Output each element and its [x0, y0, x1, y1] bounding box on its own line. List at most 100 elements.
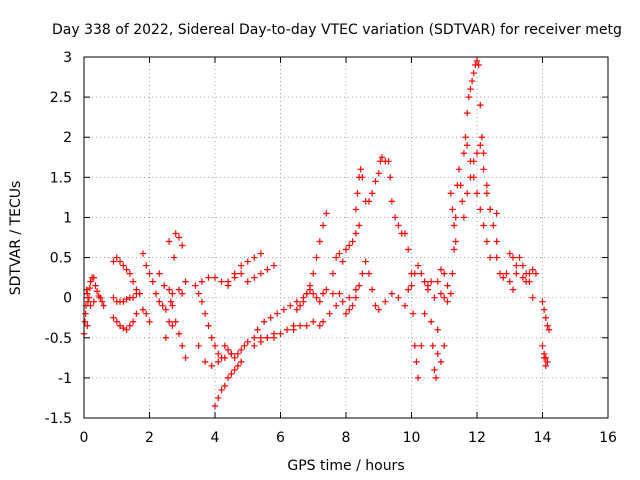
data-point [257, 270, 265, 277]
data-point [241, 342, 248, 349]
data-point [401, 302, 409, 309]
data-point [359, 174, 366, 181]
y-tick-label: 3 [63, 50, 72, 66]
data-point [179, 342, 186, 349]
data-point [110, 294, 117, 301]
data-point [378, 154, 386, 161]
data-point [205, 274, 212, 281]
data-point [418, 342, 425, 349]
data-point [81, 318, 89, 325]
data-point [459, 198, 466, 205]
data-point [290, 326, 297, 333]
data-point [257, 250, 265, 257]
data-point [421, 278, 428, 285]
data-point [228, 350, 235, 358]
data-point [529, 266, 536, 273]
data-point [349, 302, 356, 309]
y-tick-label: 2 [63, 130, 72, 146]
data-point [545, 326, 553, 333]
data-point [434, 278, 441, 285]
data-point [306, 286, 314, 293]
data-point [490, 222, 497, 229]
data-point [244, 278, 251, 285]
data-point [211, 274, 219, 281]
data-point [519, 274, 527, 281]
data-point [349, 238, 356, 245]
data-point [493, 254, 500, 261]
data-point [441, 294, 448, 301]
data-point [429, 342, 436, 349]
data-point [159, 302, 166, 309]
data-point [526, 270, 533, 277]
data-point [215, 358, 222, 366]
data-point [432, 374, 440, 382]
data-point [483, 190, 491, 197]
y-tick-label: 1 [63, 210, 72, 226]
data-point [500, 274, 507, 281]
data-point [465, 93, 473, 101]
data-point [519, 262, 527, 269]
data-point [542, 362, 549, 370]
data-point [346, 306, 353, 313]
data-point [92, 282, 99, 289]
data-point [251, 274, 258, 281]
data-point [95, 292, 102, 300]
data-point [293, 298, 301, 305]
data-point [234, 362, 242, 370]
data-point [405, 246, 412, 253]
data-point [413, 358, 420, 366]
data-point [382, 298, 389, 305]
data-point [493, 238, 500, 245]
data-point [172, 230, 179, 237]
data-point [110, 314, 117, 321]
data-point [87, 278, 94, 285]
data-point [427, 278, 435, 285]
data-point [540, 306, 548, 313]
data-point [506, 250, 513, 257]
data-point [169, 322, 176, 329]
data-point [449, 270, 456, 277]
data-point [336, 290, 343, 297]
data-point [457, 182, 464, 189]
y-tick-label: 1.5 [50, 170, 72, 186]
x-tick-label: 8 [342, 430, 351, 446]
data-point [172, 318, 179, 325]
data-point [352, 286, 360, 293]
data-point [463, 190, 471, 197]
data-point [218, 386, 225, 394]
data-point [98, 298, 106, 305]
data-point [113, 254, 120, 261]
data-point [316, 322, 323, 329]
data-point [544, 358, 551, 366]
data-point [208, 334, 215, 341]
data-point [231, 366, 238, 374]
data-point [280, 306, 287, 313]
x-axis-label: GPS time / hours [287, 458, 404, 474]
data-point [120, 298, 127, 305]
data-point [85, 294, 93, 301]
data-point [401, 230, 409, 237]
data-point [215, 394, 222, 402]
data-point [156, 298, 163, 305]
data-point [326, 310, 333, 317]
data-point [257, 338, 265, 345]
data-point [165, 318, 173, 325]
data-point [493, 210, 500, 217]
data-point [296, 322, 304, 329]
data-point [544, 322, 551, 329]
data-point [195, 342, 202, 349]
data-point [251, 254, 258, 261]
data-point [365, 270, 373, 277]
data-point [228, 370, 235, 378]
data-point [388, 198, 396, 205]
data-point [175, 330, 183, 337]
data-point [277, 330, 284, 337]
data-point [179, 290, 186, 297]
data-point [201, 358, 209, 366]
data-point [260, 318, 268, 325]
x-tick-label: 10 [403, 430, 421, 446]
data-point [310, 270, 317, 277]
data-point [355, 222, 363, 229]
data-point [372, 302, 379, 309]
data-point [352, 206, 360, 213]
